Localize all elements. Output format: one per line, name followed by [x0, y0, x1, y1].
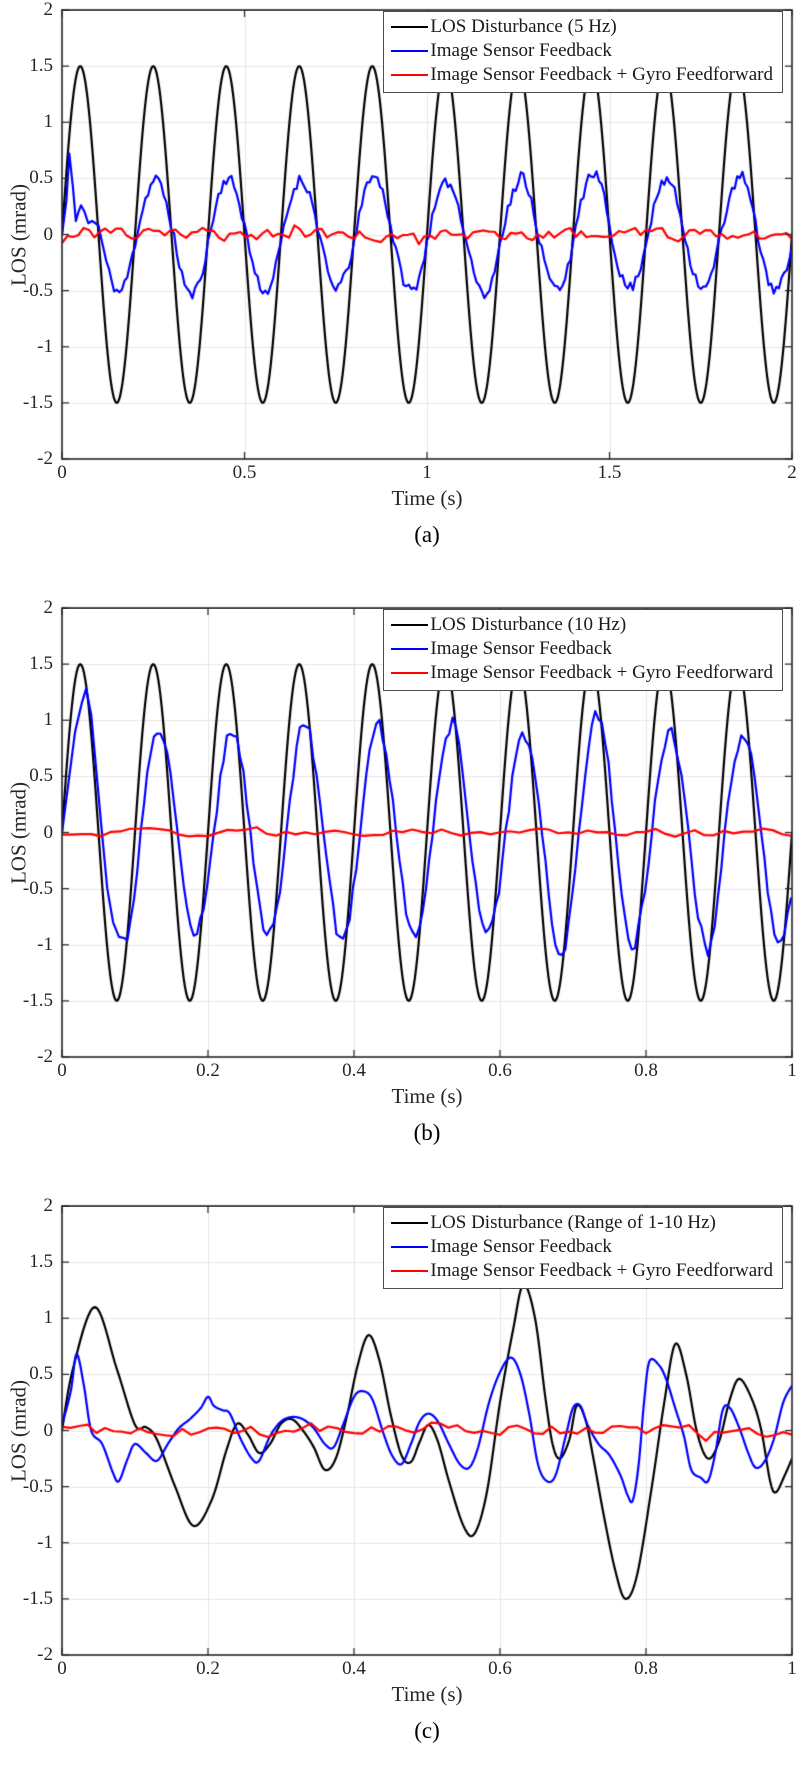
x-tick-label: 0.4	[342, 1060, 366, 1081]
y-tick-label: -1.5	[22, 391, 53, 413]
y-tick-label: -2	[37, 448, 53, 469]
caption-a: (a)	[414, 522, 440, 547]
figure-b: LOS (mrad) LOS Disturbance (10 Hz) Image…	[0, 597, 800, 1146]
legend-label: Image Sensor Feedback	[430, 1236, 612, 1257]
legend-label: Image Sensor Feedback	[430, 40, 612, 61]
legend-row: Image Sensor Feedback + Gyro Feedforward	[391, 63, 773, 87]
y-tick-label: 1	[43, 1307, 54, 1329]
y-tick-label: -2	[37, 1046, 53, 1067]
y-tick-label: 1.5	[29, 653, 53, 675]
legend-label: LOS Disturbance (10 Hz)	[430, 614, 627, 635]
x-tick-label: 0.4	[342, 1658, 366, 1679]
x-tick-label: 0	[57, 1060, 67, 1081]
plot-wrap-c: LOS (mrad) LOS Disturbance (Range of 1-1…	[0, 1195, 800, 1684]
y-axis-label-c: LOS (mrad)	[6, 1379, 31, 1483]
x-tick-label: 0	[57, 1658, 67, 1679]
figure-a: LOS (mrad) LOS Disturbance (5 Hz) Image …	[0, 0, 800, 548]
x-tick-label: 0.6	[488, 1060, 512, 1081]
y-tick-label: -0.5	[22, 279, 53, 301]
x-tick-label: 2	[787, 462, 797, 483]
y-tick-label: -0.5	[22, 1475, 53, 1497]
legend-row: LOS Disturbance (5 Hz)	[391, 15, 773, 39]
figure-c: LOS (mrad) LOS Disturbance (Range of 1-1…	[0, 1195, 800, 1744]
y-tick-label: 0.5	[29, 765, 53, 787]
y-axis-label-a: LOS (mrad)	[6, 183, 31, 287]
x-tick-label: 1	[422, 462, 432, 483]
legend-line-black-icon	[391, 1222, 429, 1224]
legend-line-blue-icon	[391, 648, 429, 650]
legend-line-red-icon	[391, 1270, 429, 1272]
y-tick-label: 0	[43, 223, 54, 245]
y-tick-label: -1.5	[22, 989, 53, 1011]
plot-wrap-a: LOS (mrad) LOS Disturbance (5 Hz) Image …	[0, 0, 800, 488]
legend-label: Image Sensor Feedback + Gyro Feedforward	[430, 64, 773, 85]
legend-c: LOS Disturbance (Range of 1-10 Hz) Image…	[383, 1207, 783, 1289]
y-tick-label: -0.5	[22, 877, 53, 899]
legend-label: LOS Disturbance (5 Hz)	[430, 16, 617, 37]
legend-label: Image Sensor Feedback + Gyro Feedforward	[430, 1260, 773, 1281]
legend-line-red-icon	[391, 672, 429, 674]
legend-line-red-icon	[391, 74, 429, 76]
legend-row: Image Sensor Feedback	[391, 39, 773, 63]
legend-a: LOS Disturbance (5 Hz) Image Sensor Feed…	[383, 11, 783, 93]
x-tick-label: 0.2	[196, 1658, 220, 1679]
y-tick-label: -1	[37, 1531, 53, 1553]
y-tick-label: -2	[37, 1644, 53, 1665]
plot-wrap-b: LOS (mrad) LOS Disturbance (10 Hz) Image…	[0, 597, 800, 1086]
y-tick-label: 0	[43, 1419, 54, 1441]
x-tick-label: 0.8	[634, 1060, 658, 1081]
y-tick-label: 0	[43, 821, 54, 843]
legend-row: LOS Disturbance (10 Hz)	[391, 613, 773, 637]
legend-line-black-icon	[391, 624, 429, 626]
caption-c: (c)	[414, 1718, 440, 1743]
y-tick-label: -1	[37, 335, 53, 357]
y-tick-label: 0.5	[29, 167, 53, 189]
legend-label: Image Sensor Feedback + Gyro Feedforward	[430, 662, 773, 683]
legend-line-black-icon	[391, 26, 429, 28]
y-tick-label: 2	[43, 1195, 54, 1216]
legend-b: LOS Disturbance (10 Hz) Image Sensor Fee…	[383, 609, 783, 691]
legend-label: LOS Disturbance (Range of 1-10 Hz)	[430, 1212, 716, 1233]
legend-row: Image Sensor Feedback + Gyro Feedforward	[391, 661, 773, 685]
y-tick-label: 1	[43, 709, 54, 731]
x-tick-label: 0.6	[488, 1658, 512, 1679]
y-tick-label: -1	[37, 933, 53, 955]
legend-row: Image Sensor Feedback	[391, 1235, 773, 1259]
y-tick-label: 1.5	[29, 1251, 53, 1273]
x-tick-label: 0.5	[232, 462, 257, 483]
x-tick-label: 1	[787, 1060, 797, 1081]
x-tick-label: 0	[57, 462, 67, 483]
y-axis-label-b: LOS (mrad)	[6, 781, 31, 885]
legend-row: Image Sensor Feedback + Gyro Feedforward	[391, 1259, 773, 1283]
legend-row: Image Sensor Feedback	[391, 637, 773, 661]
x-tick-label: 0.2	[196, 1060, 220, 1081]
x-tick-label: 1.5	[597, 462, 622, 483]
x-tick-label: 1	[787, 1658, 797, 1679]
x-tick-label: 0.8	[634, 1658, 658, 1679]
y-tick-label: 1	[43, 111, 54, 133]
y-tick-label: 1.5	[29, 55, 53, 77]
y-tick-label: 0.5	[29, 1363, 53, 1385]
legend-line-blue-icon	[391, 1246, 429, 1248]
legend-line-blue-icon	[391, 50, 429, 52]
y-tick-label: -1.5	[22, 1587, 53, 1609]
x-axis-label-a: Time (s)	[391, 486, 463, 510]
legend-label: Image Sensor Feedback	[430, 638, 612, 659]
legend-row: LOS Disturbance (Range of 1-10 Hz)	[391, 1211, 773, 1235]
caption-b: (b)	[413, 1120, 441, 1145]
y-tick-label: 2	[43, 597, 54, 618]
x-axis-label-b: Time (s)	[391, 1084, 463, 1108]
x-axis-label-c: Time (s)	[391, 1682, 463, 1706]
y-tick-label: 2	[43, 0, 54, 20]
